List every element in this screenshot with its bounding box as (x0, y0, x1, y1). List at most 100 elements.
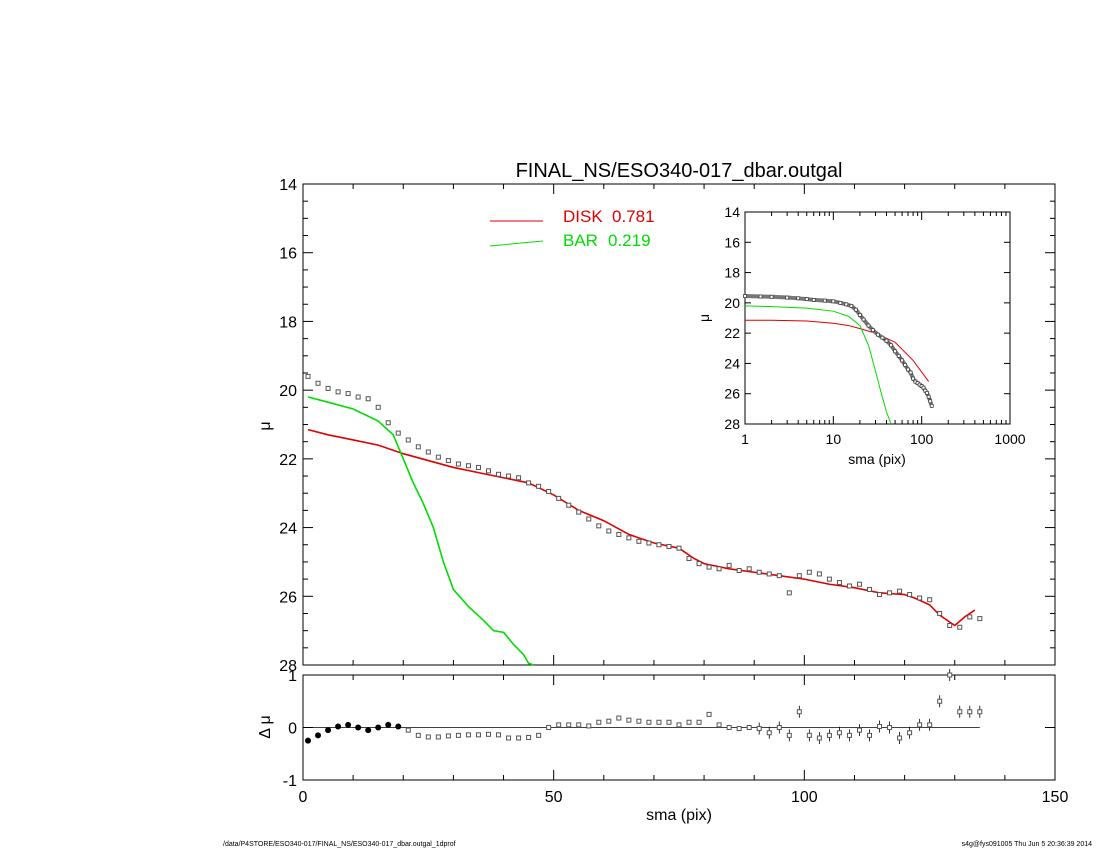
data-point (826, 576, 832, 582)
data-point (917, 595, 923, 601)
data-point (626, 535, 632, 541)
residual-point (365, 727, 372, 734)
inset-ylabel: μ (696, 314, 712, 322)
residual-point (375, 724, 382, 731)
residual-point (475, 732, 481, 738)
main-marks (305, 373, 983, 666)
residual-point (616, 715, 622, 721)
inset-data-point (925, 391, 929, 395)
residual-point (686, 719, 692, 725)
residual-point (806, 732, 812, 738)
inset-data-point (889, 343, 893, 348)
residual-point (826, 732, 832, 738)
residual-point (335, 723, 342, 730)
residual-point (435, 734, 441, 740)
inset-y-tick-label: 14 (724, 204, 740, 220)
res-y-tick-label: 0 (288, 721, 297, 738)
inset-x-tick-label: 10 (826, 431, 842, 447)
residual-point (355, 724, 362, 731)
inset-disk-line (745, 319, 930, 382)
y-tick-label: 26 (279, 589, 297, 606)
residual-point (947, 672, 953, 678)
residual-point (395, 723, 402, 730)
inset-plot-frame (744, 211, 1011, 425)
residual-point (897, 735, 903, 741)
inset-data-point (758, 294, 763, 299)
data-point (786, 590, 792, 596)
data-point (766, 571, 772, 577)
residual-point (586, 723, 592, 729)
data-point (796, 573, 802, 579)
inset-data-point (854, 307, 858, 312)
residual-point (576, 722, 582, 728)
data-point (967, 614, 973, 620)
inset-data-point (849, 304, 854, 308)
y-tick-label: 16 (279, 246, 297, 263)
inset-data-point (896, 354, 901, 358)
inset-data-point (903, 363, 907, 367)
inset-axes: 14 16 18 20 22 24 26 281 10 100 1000 (724, 204, 1025, 447)
data-point (546, 488, 552, 494)
data-point (957, 624, 963, 630)
data-point (375, 404, 381, 410)
inset-data-point (926, 394, 931, 399)
data-point (867, 586, 873, 592)
residual-point (696, 719, 702, 725)
data-point (806, 569, 812, 575)
res-x-tick-label: 150 (1042, 789, 1069, 806)
main-axes: 14 16 18 20 22 24 26 28 (279, 177, 1056, 675)
data-point (526, 480, 532, 486)
residual-point (796, 709, 802, 715)
inset-x-tick-label: 1000 (994, 431, 1025, 447)
data-point (475, 464, 481, 470)
data-point (977, 616, 983, 622)
data-point (355, 394, 361, 400)
main-ylabel: μ (257, 421, 274, 430)
inset-data-point (822, 298, 827, 303)
data-point (756, 569, 762, 575)
y-tick-label: 14 (279, 177, 297, 194)
residual-point (887, 725, 893, 730)
inset-data-point (804, 297, 809, 301)
data-point (496, 471, 502, 477)
inset-y-tick-label: 16 (724, 234, 740, 250)
residual-point (706, 711, 712, 717)
data-point (576, 509, 582, 515)
residual-point (816, 735, 822, 741)
residual-point (636, 718, 642, 724)
inset-y-tick-label: 18 (724, 265, 740, 281)
residual-point (846, 732, 852, 738)
data-point (606, 528, 612, 534)
inset-data-point (870, 328, 875, 332)
inset-data-point (844, 302, 849, 307)
data-point (365, 396, 371, 402)
residual-point (877, 723, 883, 729)
data-point (636, 538, 642, 544)
residual-point (305, 737, 312, 744)
residual-xlabel: sma (pix) (646, 807, 712, 824)
y-tick-label: 28 (279, 658, 297, 675)
bar-line (307, 396, 534, 666)
residual-point (405, 727, 411, 733)
main-plot: FINAL_NS/ESO340-017_dbar.outgal 14 16 18 20… (257, 160, 1056, 675)
residual-point (445, 733, 451, 739)
data-point (385, 420, 391, 426)
chart-title: FINAL_NS/ESO340-017_dbar.outgal (516, 160, 843, 182)
residual-point (546, 725, 552, 730)
footer-path: /data/P4STORE/ESO340-017/FINAL_NS/ESO340… (223, 841, 456, 848)
data-point (415, 444, 421, 450)
inset-data-point (831, 299, 836, 304)
residual-marks (305, 669, 983, 744)
residual-point (676, 722, 682, 728)
inset-data-point (908, 370, 913, 375)
inset-y-tick-label: 24 (724, 355, 740, 371)
data-point (405, 437, 411, 443)
data-point (716, 566, 722, 572)
inset-y-tick-label: 20 (724, 295, 740, 311)
inset-data-point (921, 385, 926, 390)
data-point (616, 531, 622, 537)
residual-point (526, 734, 532, 740)
data-point (776, 573, 782, 579)
residual-point (506, 735, 512, 741)
